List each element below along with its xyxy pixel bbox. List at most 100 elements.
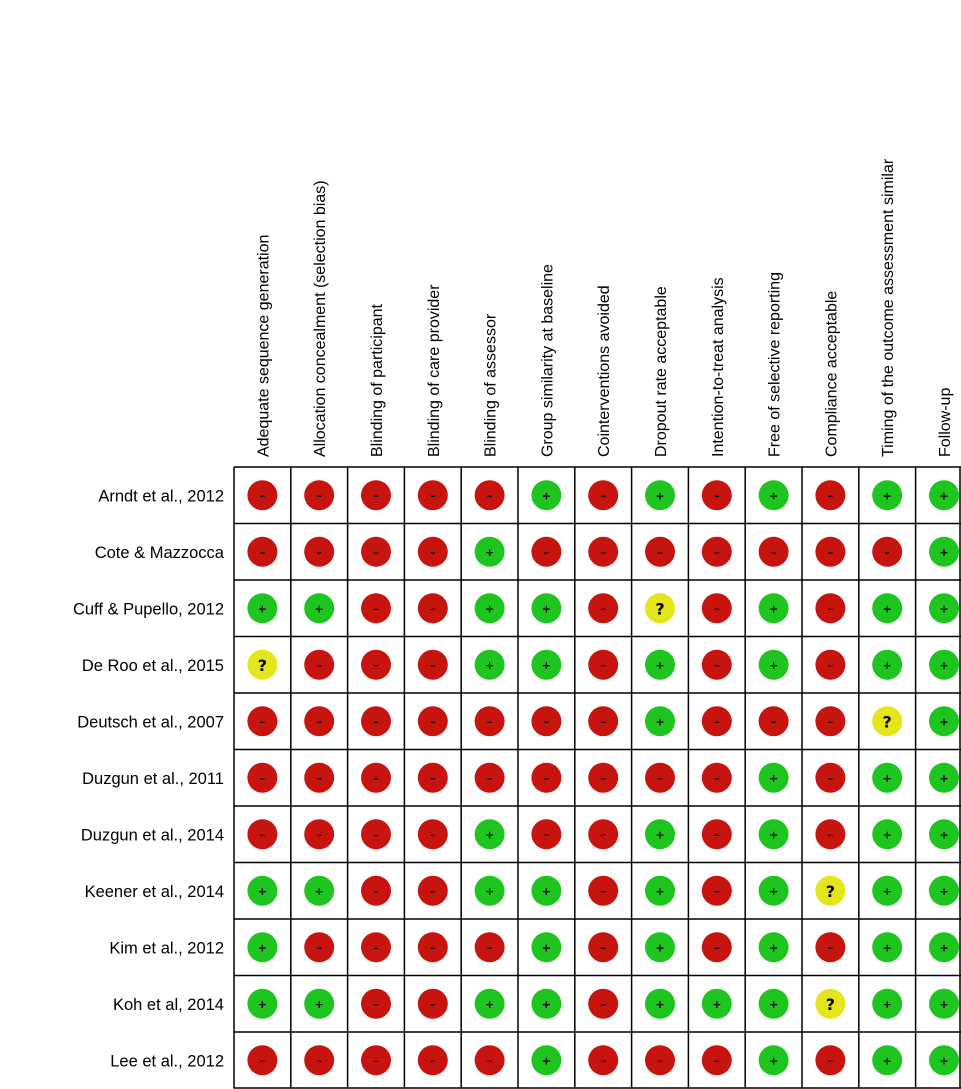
low-risk-marker — [531, 1045, 562, 1076]
low-risk-symbol: + — [485, 998, 494, 1011]
low-risk-symbol: + — [769, 998, 778, 1011]
high-risk-marker — [417, 762, 448, 793]
high-risk-symbol: – — [771, 546, 777, 559]
high-risk-symbol: – — [316, 546, 322, 559]
low-risk-cell: + — [872, 593, 903, 624]
low-risk-marker — [758, 819, 789, 850]
low-risk-marker — [929, 593, 959, 624]
low-risk-cell: + — [304, 875, 335, 906]
high-risk-marker — [701, 1045, 732, 1076]
high-risk-marker — [645, 1045, 675, 1076]
low-risk-marker — [929, 706, 959, 737]
high-risk-marker — [815, 649, 846, 680]
low-risk-marker — [531, 649, 562, 680]
high-risk-symbol: – — [600, 602, 606, 615]
high-risk-marker — [815, 480, 846, 511]
low-risk-cell: + — [474, 875, 505, 906]
high-risk-symbol: – — [316, 489, 322, 502]
high-risk-cell: – — [361, 819, 391, 850]
low-risk-symbol: + — [939, 885, 948, 898]
low-risk-symbol: + — [542, 489, 551, 502]
high-risk-cell: – — [361, 649, 391, 680]
column-label: Cointerventions avoided — [596, 285, 613, 457]
low-risk-symbol: + — [655, 885, 664, 898]
high-risk-symbol: – — [316, 941, 322, 954]
high-risk-cell: – — [304, 819, 335, 850]
low-risk-cell: + — [872, 762, 903, 793]
low-risk-cell: + — [758, 649, 789, 680]
high-risk-cell: – — [588, 932, 619, 963]
high-risk-marker — [417, 988, 448, 1019]
low-risk-marker — [929, 932, 959, 963]
low-risk-cell: + — [645, 706, 675, 737]
low-risk-cell: + — [929, 480, 959, 511]
high-risk-marker — [417, 649, 448, 680]
low-risk-cell: + — [929, 988, 959, 1019]
high-risk-cell: – — [531, 819, 562, 850]
high-risk-cell: – — [701, 593, 732, 624]
high-risk-cell: – — [474, 762, 505, 793]
low-risk-symbol: + — [883, 772, 892, 785]
high-risk-symbol: – — [316, 659, 322, 672]
high-risk-cell: – — [304, 706, 335, 737]
low-risk-cell: + — [758, 1045, 789, 1076]
high-risk-symbol: – — [487, 941, 493, 954]
high-risk-marker — [701, 536, 732, 567]
low-risk-symbol: + — [939, 1054, 948, 1067]
high-risk-symbol: – — [828, 715, 834, 728]
low-risk-marker — [531, 988, 562, 1019]
high-risk-marker — [531, 706, 562, 737]
study-label: De Roo et al., 2015 — [82, 657, 224, 675]
unclear-risk-cell: ? — [247, 649, 278, 680]
low-risk-cell: + — [929, 1045, 959, 1076]
high-risk-symbol: – — [600, 772, 606, 785]
low-risk-marker — [872, 649, 903, 680]
high-risk-symbol: – — [714, 772, 720, 785]
high-risk-marker — [531, 819, 562, 850]
unclear-risk-marker — [247, 649, 278, 680]
low-risk-cell: + — [645, 480, 675, 511]
high-risk-marker — [304, 819, 335, 850]
high-risk-symbol: – — [600, 828, 606, 841]
low-risk-cell: + — [247, 593, 278, 624]
high-risk-marker — [588, 593, 619, 624]
low-risk-cell: + — [872, 1045, 903, 1076]
grid-lines — [233, 466, 961, 1089]
high-risk-symbol: – — [828, 772, 834, 785]
high-risk-symbol: – — [600, 546, 606, 559]
low-risk-cell: + — [872, 480, 903, 511]
low-risk-marker — [247, 593, 278, 624]
high-risk-cell: – — [758, 706, 789, 737]
low-risk-symbol: + — [769, 885, 778, 898]
low-risk-cell: + — [531, 593, 562, 624]
low-risk-marker — [872, 932, 903, 963]
high-risk-symbol: – — [487, 715, 493, 728]
low-risk-marker — [645, 706, 675, 737]
low-risk-symbol: + — [712, 998, 721, 1011]
low-risk-cell: + — [929, 819, 959, 850]
low-risk-cell: + — [758, 593, 789, 624]
low-risk-marker — [872, 762, 903, 793]
high-risk-symbol: – — [600, 715, 606, 728]
high-risk-symbol: – — [828, 489, 834, 502]
high-risk-cell: – — [588, 988, 619, 1019]
low-risk-cell: + — [247, 988, 278, 1019]
low-risk-symbol: + — [655, 715, 664, 728]
high-risk-symbol: – — [487, 489, 493, 502]
high-risk-marker — [417, 1045, 448, 1076]
high-risk-marker — [304, 1045, 335, 1076]
low-risk-cell: + — [645, 932, 675, 963]
low-risk-marker — [929, 1045, 959, 1076]
low-risk-cell: + — [531, 988, 562, 1019]
high-risk-marker — [247, 536, 278, 567]
study-label: Cote & Mazzocca — [95, 544, 225, 562]
high-risk-symbol: – — [430, 489, 436, 502]
unclear-risk-symbol: ? — [883, 712, 892, 731]
high-risk-symbol: – — [316, 715, 322, 728]
low-risk-symbol: + — [883, 489, 892, 502]
high-risk-symbol: – — [714, 602, 720, 615]
high-risk-marker — [645, 536, 675, 567]
unclear-risk-marker — [645, 593, 675, 624]
row-labels: Arndt et al., 2012 Cote & Mazzocca Cuff & … — [73, 487, 225, 1070]
low-risk-marker — [929, 536, 959, 567]
